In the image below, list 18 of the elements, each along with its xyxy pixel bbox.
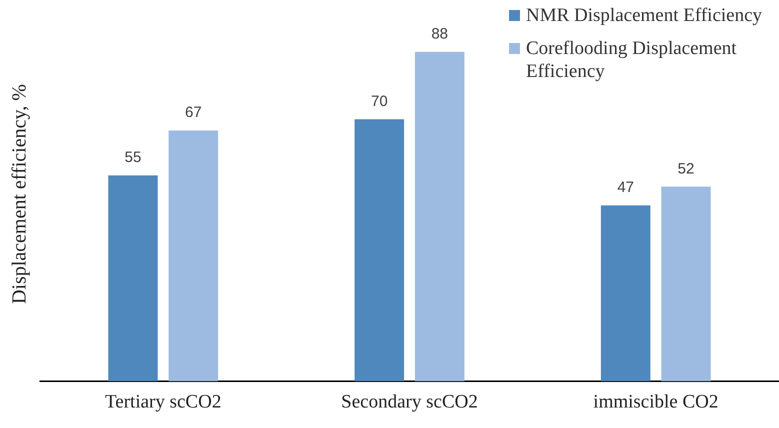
bar <box>108 175 158 382</box>
x-tick-label: Secondary scCO2 <box>341 392 478 413</box>
bar <box>414 52 464 382</box>
data-label: 67 <box>185 104 202 122</box>
bar <box>600 205 650 382</box>
data-label: 47 <box>617 178 634 196</box>
x-tick-label: Tertiary scCO2 <box>104 392 222 413</box>
data-label: 70 <box>370 92 388 110</box>
bar <box>661 186 711 382</box>
legend-label: NMR Displacement Efficiency <box>526 4 762 27</box>
legend-label: Coreflooding Displacement Efficiency <box>526 37 738 83</box>
data-label: 55 <box>124 149 142 166</box>
y-axis-title: Displacement efficiency, % <box>8 84 30 304</box>
x-tick-label: immiscible CO2 <box>593 392 718 413</box>
data-label: 88 <box>431 26 448 43</box>
data-label: 52 <box>678 160 694 178</box>
bar <box>168 130 218 382</box>
bar <box>354 119 404 382</box>
